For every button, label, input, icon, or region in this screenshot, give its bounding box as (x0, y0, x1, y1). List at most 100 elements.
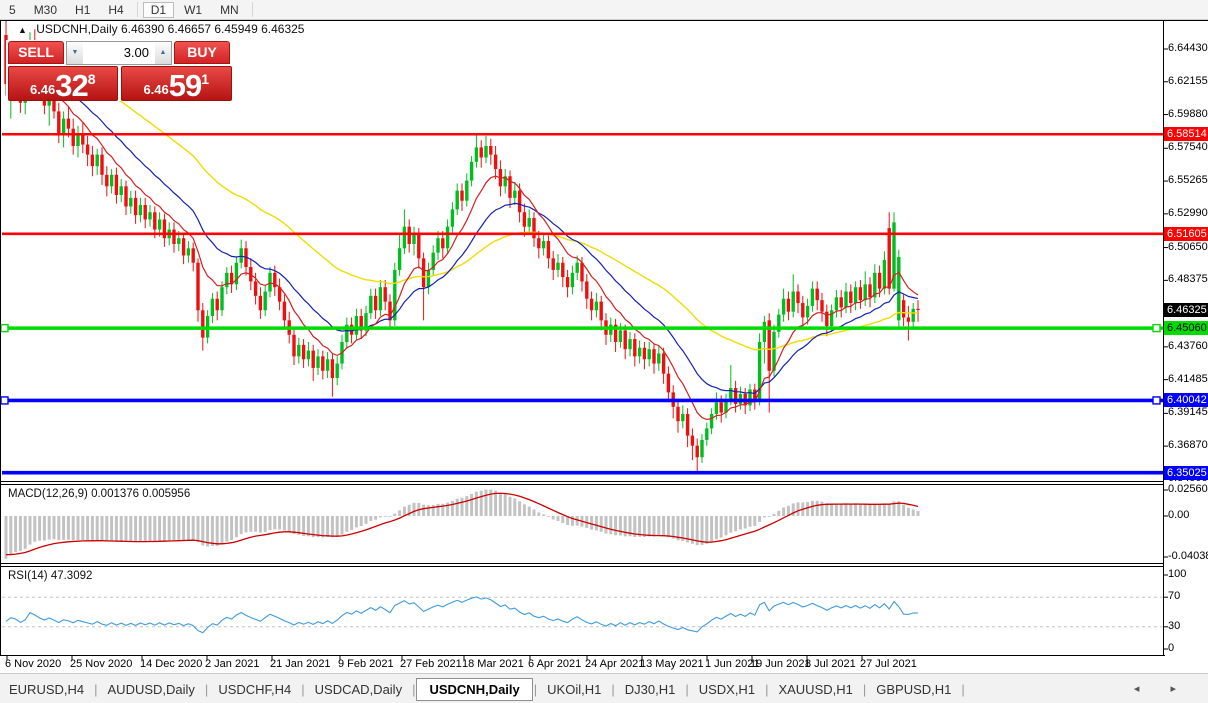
timeframe-button-d1[interactable]: D1 (142, 1, 175, 18)
tab-separator: | (862, 681, 867, 697)
date-label: 24 Apr 2021 (585, 658, 645, 670)
date-label: 25 Nov 2020 (70, 658, 133, 670)
macd-indicator-label: MACD(12,26,9) 0.001376 0.005956 (8, 488, 191, 500)
price-axis-tick: 6.39145 (1168, 406, 1208, 419)
price-axis-tick: 6.59880 (1168, 107, 1208, 120)
timeframe-button-w1[interactable]: W1 (184, 2, 203, 17)
tab-separator: | (961, 681, 965, 697)
tab-separator: | (94, 681, 98, 697)
date-label: 2 Jan 2021 (205, 658, 260, 670)
rsi-axis-tick: 30 (1168, 619, 1181, 632)
buy-price-button[interactable]: 6.46 59 1 (120, 66, 232, 103)
chart-tab-dj30[interactable]: DJ30,H1 (624, 681, 676, 697)
date-label: 9 Feb 2021 (338, 658, 394, 670)
date-label: 6 Apr 2021 (528, 658, 582, 670)
level-price-label: 6.51605 (1164, 226, 1208, 241)
date-label: 27 Jul 2021 (860, 658, 917, 670)
volume-input[interactable]: 3.00 (123, 45, 149, 60)
moving-average-line (5, 51, 919, 351)
one-click-trading-panel: SELL ▼ 3.00 ▲ BUY 6.46 32 8 6.46 59 1 (8, 41, 232, 101)
toolbar-separator (251, 2, 253, 17)
timeframe-button-m30[interactable]: M30 (33, 2, 58, 17)
tab-scroll-arrows[interactable]: ◂ ▸ (1133, 683, 1190, 695)
ohlc-values: 6.46390 6.46657 6.45949 6.46325 (120, 22, 305, 36)
date-label: 21 Jan 2021 (270, 658, 331, 670)
tab-separator: | (533, 681, 538, 697)
current-price-label: 6.46325 (1164, 302, 1208, 317)
sell-price-pips: 32 (55, 68, 88, 103)
chart-tab-usdchf[interactable]: USDCHF,H4 (218, 681, 292, 697)
tab-separator: | (301, 681, 305, 697)
chart-tab-usdx[interactable]: USDX,H1 (698, 681, 756, 697)
date-label: 18 Mar 2021 (462, 658, 524, 670)
volume-spinner: ▼ 3.00 ▲ (66, 41, 172, 65)
macd-axis-tick: 0.00 (1168, 509, 1190, 521)
chart-tab-xauusd[interactable]: XAUUSD,H1 (778, 681, 853, 697)
volume-decrease-icon[interactable]: ▼ (67, 42, 83, 64)
buy-price-prefix: 6.46 (143, 82, 169, 97)
moving-average-line (5, 68, 919, 395)
level-price-label: 6.40042 (1164, 393, 1208, 408)
buy-price-point: 1 (201, 71, 210, 87)
price-axis-tick: 6.52990 (1168, 206, 1208, 219)
chart-tab-eurusd[interactable]: EURUSD,H4 (9, 681, 85, 697)
chart-tab-ukoil[interactable]: UKOil,H1 (547, 681, 602, 697)
timeframe-toolbar: 5 M30 H1 H4 D1 W1 MN (0, 0, 1208, 20)
date-label: 27 Feb 2021 (400, 658, 462, 670)
volume-increase-icon[interactable]: ▲ (155, 42, 171, 64)
date-label: 8 Jul 2021 (805, 658, 856, 670)
chart-tab-audusd[interactable]: AUDUSD,Daily (107, 681, 195, 697)
sell-price-prefix: 6.46 (29, 82, 56, 97)
price-axis-tick: 6.64430 (1168, 42, 1208, 54)
sell-price-button[interactable]: 6.46 32 8 (8, 66, 118, 101)
pane-borders (0, 20, 1208, 660)
price-axis-tick: 6.36870 (1168, 439, 1208, 452)
rsi-axis-tick: 0 (1168, 642, 1175, 654)
price-axis-tick: 6.55265 (1168, 174, 1208, 187)
chart-title: ▲ USDCNH,Daily 6.46390 6.46657 6.45949 6… (18, 22, 304, 36)
rsi-axis-tick: 70 (1168, 590, 1181, 603)
timeframe-button-h4[interactable]: H4 (108, 2, 124, 17)
level-price-label: 6.35025 (1164, 465, 1208, 480)
timeframe-button-mn[interactable]: MN (220, 2, 239, 17)
tab-separator: | (611, 681, 615, 697)
rsi-axis-tick: 100 (1168, 568, 1187, 580)
price-axis-tick: 6.62155 (1168, 74, 1208, 87)
date-label: 13 May 2021 (640, 658, 704, 670)
level-lines-layer[interactable] (0, 132, 1163, 475)
buy-button[interactable]: BUY (174, 41, 230, 64)
tab-separator: | (765, 681, 769, 697)
chart-tab-bar: EURUSD,H4 | AUDUSD,Daily | USDCHF,H4 | USDCAD,… (0, 673, 1208, 703)
date-label: 19 Jun 2021 (750, 658, 811, 670)
macd-axis-tick: 0.025609 (1168, 483, 1208, 495)
macd-axis-tick: -0.040386 (1168, 549, 1208, 562)
chart-tab-gbpusd[interactable]: GBPUSD,H1 (876, 681, 952, 697)
chart-tab-usdcad[interactable]: USDCAD,Daily (314, 681, 403, 697)
toolbar-separator (136, 2, 138, 17)
symbol-name: USDCNH,Daily (36, 22, 118, 36)
tab-separator: | (685, 681, 689, 697)
tab-separator: | (412, 681, 416, 697)
date-label: 14 Dec 2020 (140, 658, 203, 670)
buy-price-pips: 59 (168, 68, 202, 103)
price-axis-tick: 6.41485 (1168, 372, 1208, 385)
level-price-label: 6.58514 (1164, 127, 1208, 142)
moving-average-line (5, 74, 919, 421)
sell-button[interactable]: SELL (8, 41, 64, 64)
price-axis-tick: 6.48375 (1168, 273, 1208, 286)
macd-layer (4, 489, 920, 559)
level-price-label: 6.45060 (1164, 321, 1208, 336)
timeframe-button-5[interactable]: 5 (9, 2, 16, 17)
rsi-indicator-label: RSI(14) 47.3092 (8, 570, 93, 582)
sell-price-point: 8 (87, 71, 96, 87)
timeframe-button-h1[interactable]: H1 (75, 2, 91, 17)
price-axis-tick: 6.43760 (1168, 339, 1208, 352)
tab-separator: | (204, 681, 209, 697)
price-axis-tick: 6.50650 (1168, 240, 1208, 253)
chart-tab-usdcnh[interactable]: USDCNH,Daily (416, 677, 533, 701)
price-axis-tick: 6.57540 (1168, 141, 1208, 154)
date-label: 6 Nov 2020 (5, 658, 62, 670)
one-click-collapse-icon[interactable]: ▲ (18, 25, 27, 35)
